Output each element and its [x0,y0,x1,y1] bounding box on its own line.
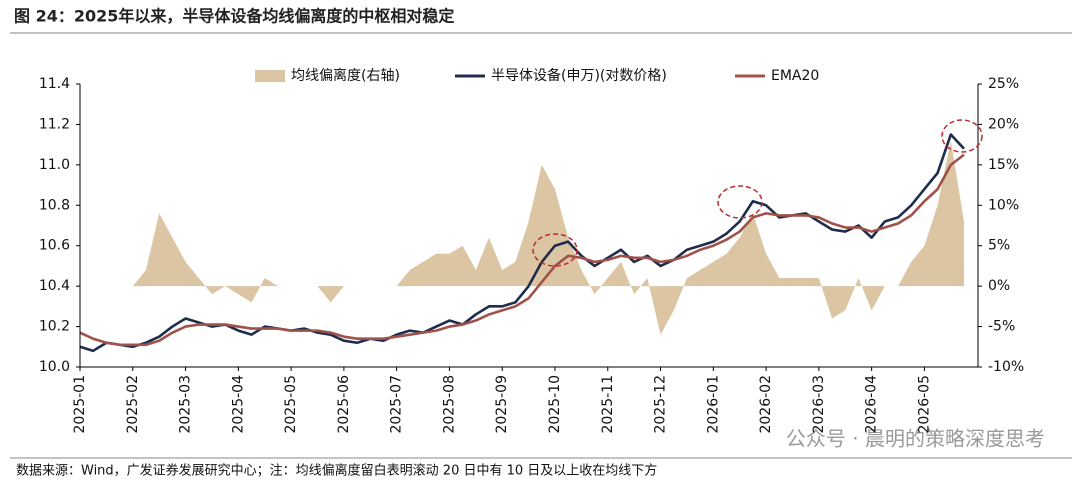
y2-tick-label: 5% [988,238,1010,254]
legend-label: 均线偏离度(右轴) [291,67,400,84]
y-tick-label: 10.4 [39,278,70,294]
x-tick-label: 2026-02 [758,375,774,434]
x-tick-label: 2025-04 [230,375,246,434]
y-tick-label: 10.6 [39,238,70,254]
legend-swatch [255,70,285,82]
x-tick-label: 2025-10 [547,375,563,434]
price-line [79,153,965,347]
source-note: 数据来源：Wind，广发证券发展研究中心；注：均线偏离度留白表明滚动 20 日中… [16,463,657,479]
x-tick-label: 2025-08 [441,375,457,434]
x-tick-label: 2025-06 [336,375,352,434]
y-tick-label: 11.2 [39,116,70,132]
x-tick-label: 2025-11 [600,375,616,434]
x-tick-label: 2026-01 [705,375,721,434]
y2-tick-label: 15% [988,157,1019,173]
x-tick-label: 2025-05 [283,375,299,434]
highlight-circle [941,119,983,153]
highlight-circle [532,233,578,267]
y-tick-label: 11.4 [39,76,70,92]
legend-label: EMA20 [771,68,819,84]
watermark: 公众号 · 晨明的策略深度思考 [786,427,1045,451]
y2-tick-label: -10% [988,359,1024,375]
y-tick-label: 10.2 [39,319,70,335]
y2-tick-label: 0% [988,278,1010,294]
x-tick-label: 2025-12 [653,375,669,434]
y2-tick-label: 10% [988,197,1019,213]
x-tick-label: 2025-02 [125,375,141,434]
x-tick-label: 2026-05 [916,375,932,434]
y-tick-label: 11.0 [39,157,70,173]
y2-tick-label: 20% [988,116,1019,132]
x-tick-label: 2025-09 [494,375,510,434]
x-tick-label: 2025-03 [178,375,194,434]
x-tick-label: 2026-03 [811,375,827,434]
chart-title: 图 24：2025年以来，半导体设备均线偏离度的中枢相对稳定 [14,7,454,26]
highlight-circle [717,185,763,219]
y2-tick-label: -5% [988,319,1015,335]
legend-label: 半导体设备(申万)(对数价格) [491,67,667,84]
y-tick-label: 10.0 [39,359,70,375]
x-tick-label: 2025-07 [389,375,405,434]
x-tick-label: 2025-01 [72,375,88,434]
y-tick-label: 10.8 [39,197,70,213]
y2-tick-label: 25% [988,76,1019,92]
deviation-area [80,140,964,335]
x-tick-label: 2026-04 [864,375,880,434]
